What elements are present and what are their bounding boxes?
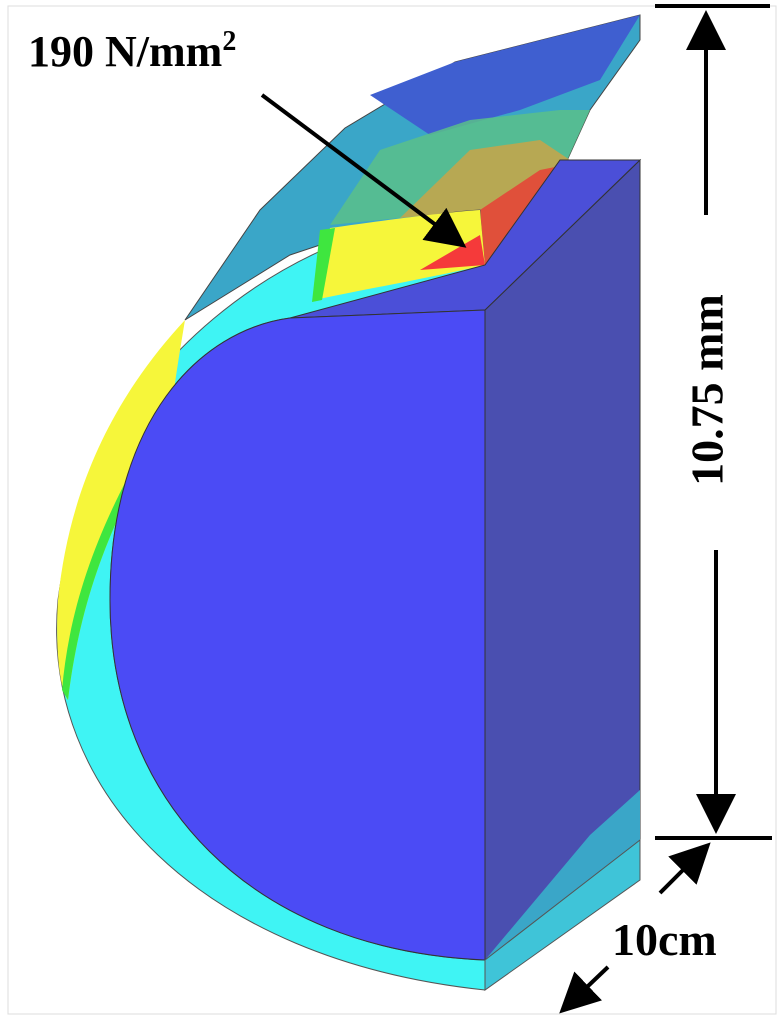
stress-superscript: 2 xyxy=(222,26,236,57)
height-label: 10.75 mm xyxy=(682,294,733,486)
diagram: 190 N/mm2 10.75 mm 10cm xyxy=(0,0,777,1017)
stress-label: 190 N/mm2 xyxy=(28,26,236,76)
depth-label: 10cm xyxy=(612,914,717,965)
page: 190 N/mm2 10.75 mm 10cm (() => { const d… xyxy=(0,0,777,1017)
stress-value: 190 N/mm xyxy=(28,27,222,76)
